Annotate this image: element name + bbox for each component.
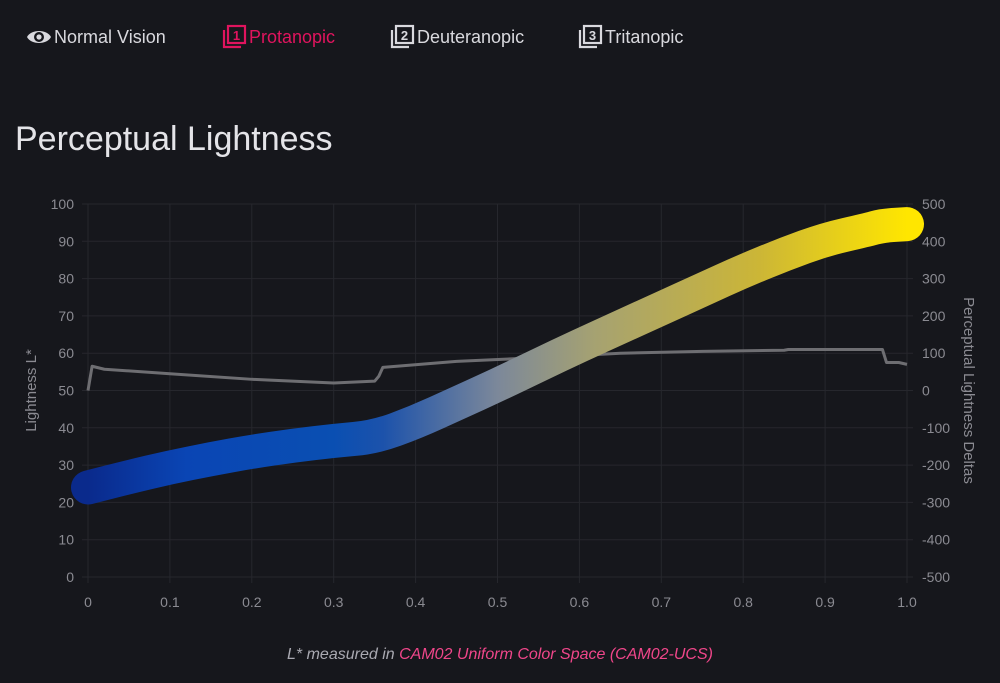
y-tick-label: 70 <box>58 308 74 324</box>
tab-label: Normal Vision <box>54 26 166 47</box>
y2-tick-label: 400 <box>922 233 946 249</box>
x-tick-label: 1.0 <box>897 594 917 610</box>
tab-tritanopic[interactable]: 3 Tritanopic <box>577 24 683 50</box>
chart-title: Perceptual Lightness <box>15 120 333 158</box>
y-tick-label: 10 <box>58 532 74 548</box>
y2-axis-label: Perceptual Lightness Deltas <box>960 297 977 484</box>
square-3-icon: 3 <box>578 24 603 49</box>
x-tick-label: 0.7 <box>652 594 672 610</box>
tab-label: Deuteranopic <box>417 26 525 47</box>
y2-tick-label: 0 <box>922 383 930 399</box>
y-tick-label: 0 <box>66 569 74 585</box>
y-tick-label: 90 <box>58 233 74 249</box>
delta-series-line <box>86 347 908 391</box>
svg-text:1: 1 <box>233 28 240 43</box>
tab-protanopic[interactable]: 1 Protanopic <box>221 24 335 50</box>
x-tick-label: 0.2 <box>242 594 262 610</box>
y-tick-label: 20 <box>58 494 74 510</box>
y-tick-label: 50 <box>58 383 74 399</box>
x-tick-label: 0.3 <box>324 594 344 610</box>
chart-caption: L* measured in CAM02 Uniform Color Space… <box>0 646 1000 664</box>
x-tick-label: 0.8 <box>733 594 753 610</box>
y2-tick-label: -200 <box>922 457 950 473</box>
eye-icon <box>27 31 51 43</box>
lightness-chart: 0 0.1 0.2 0.3 0.4 0.5 0.6 0.7 0.8 0.9 1.0 0 10 20 30 40… <box>23 196 977 610</box>
x-tick-label: 0.1 <box>160 594 180 610</box>
cam02-ucs-link[interactable]: CAM02 Uniform Color Space (CAM02-UCS) <box>399 646 713 663</box>
x-tick-label: 0 <box>84 594 92 610</box>
y2-tick-label: -300 <box>922 494 950 510</box>
x-tick-label: 0.4 <box>406 594 426 610</box>
svg-text:2: 2 <box>401 28 408 43</box>
y2-tick-label: 100 <box>922 345 946 361</box>
y-axis-label: Lightness L* <box>23 349 40 432</box>
tab-label: Protanopic <box>249 26 336 47</box>
square-2-icon: 2 <box>390 24 415 49</box>
tab-deuteranopic[interactable]: 2 Deuteranopic <box>389 24 524 50</box>
y-tick-label: 60 <box>58 345 74 361</box>
y2-tick-label: 300 <box>922 271 946 287</box>
caption-prefix: L* measured in <box>287 646 400 663</box>
x-tick-label: 0.6 <box>570 594 590 610</box>
lightness-series-line <box>71 207 924 505</box>
y2-tick-label: -500 <box>922 569 950 585</box>
svg-text:3: 3 <box>589 28 596 43</box>
y2-tick-label: -400 <box>922 532 950 548</box>
y2-tick-label: 200 <box>922 308 946 324</box>
x-tick-label: 0.5 <box>488 594 508 610</box>
y-tick-label: 40 <box>58 420 74 436</box>
x-tick-label: 0.9 <box>815 594 835 610</box>
tab-normal-vision[interactable]: Normal Vision <box>26 24 166 50</box>
y-tick-label: 80 <box>58 271 74 287</box>
y-tick-label: 30 <box>58 457 74 473</box>
y2-tick-label: 500 <box>922 196 946 212</box>
y-tick-label: 100 <box>51 196 75 212</box>
tab-label: Tritanopic <box>605 26 684 47</box>
y2-tick-label: -100 <box>922 420 950 436</box>
square-1-icon: 1 <box>222 24 247 49</box>
